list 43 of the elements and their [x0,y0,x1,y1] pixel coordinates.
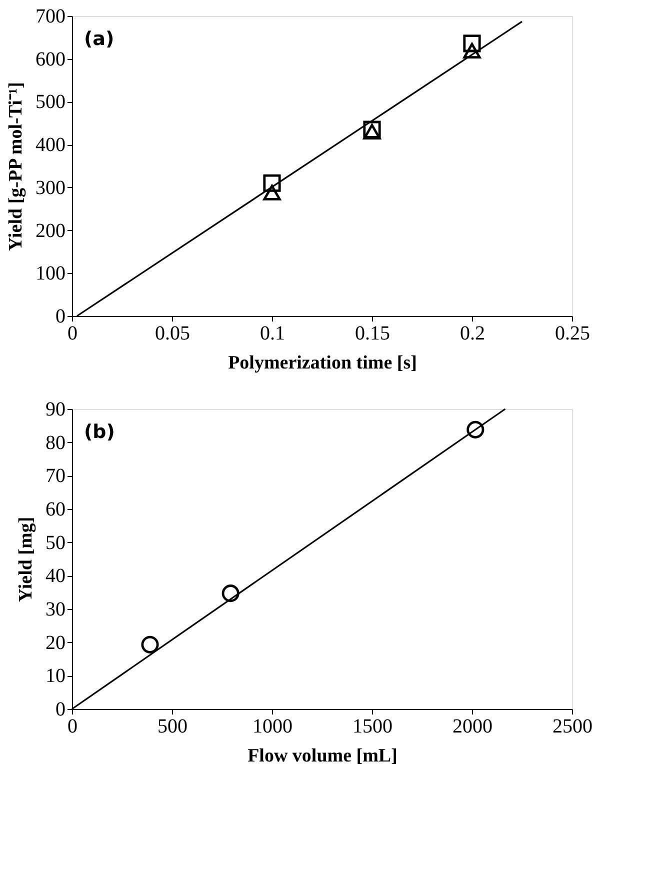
x-tick-label: 500 [158,716,188,738]
y-tick-label: 400 [36,134,66,156]
x-tick-label: 0.25 [555,322,590,344]
y-tick-label: 600 [36,48,66,70]
y-tick-label: 200 [36,220,66,242]
y-tick-label: 100 [36,262,66,285]
y-tick-label: 0 [56,698,66,720]
y-tick-label: 500 [36,91,66,114]
point [222,584,240,602]
x-tick-label: 1000 [252,716,292,738]
y-tick-label: 10 [46,665,66,688]
x-axis-title: Flow volume [mL] [248,746,398,766]
y-tick-label: 70 [46,465,66,488]
x-tick-label: 1500 [352,716,392,738]
point [363,124,381,140]
y-tick-label: 300 [36,176,66,199]
x-tick-label: 0.2 [460,322,485,344]
point [463,42,481,58]
y-tick-label: 90 [46,398,66,420]
y-tick-label: 80 [46,432,66,454]
point [466,420,484,438]
y-tick-label: 40 [46,565,66,588]
x-tick-label: 2000 [452,716,492,738]
y-tick-label: 30 [46,598,66,620]
point [263,174,281,192]
y-tick-label: 60 [46,498,66,520]
y-tick-label: 20 [46,632,66,654]
x-tick-label: 0.15 [355,322,390,344]
y-tick-label: 50 [46,532,66,554]
x-tick-label: 0.1 [260,322,285,344]
annotation: (a) [84,28,114,50]
point [263,184,281,200]
y-axis-title: Yield [mg] [16,516,36,602]
y-tick-label: 0 [56,306,66,328]
y-axis-title: Yield [g-PP mol-Ti⁻¹] [6,82,26,251]
x-axis-title: Polymerization time [s] [228,352,417,374]
point [463,34,481,52]
annotation: (b) [84,421,115,443]
point [363,120,381,138]
x-tick-label: 0.05 [155,322,190,344]
x-tick-label: 2500 [552,716,592,738]
y-tick-label: 700 [36,6,66,28]
point [141,636,159,654]
